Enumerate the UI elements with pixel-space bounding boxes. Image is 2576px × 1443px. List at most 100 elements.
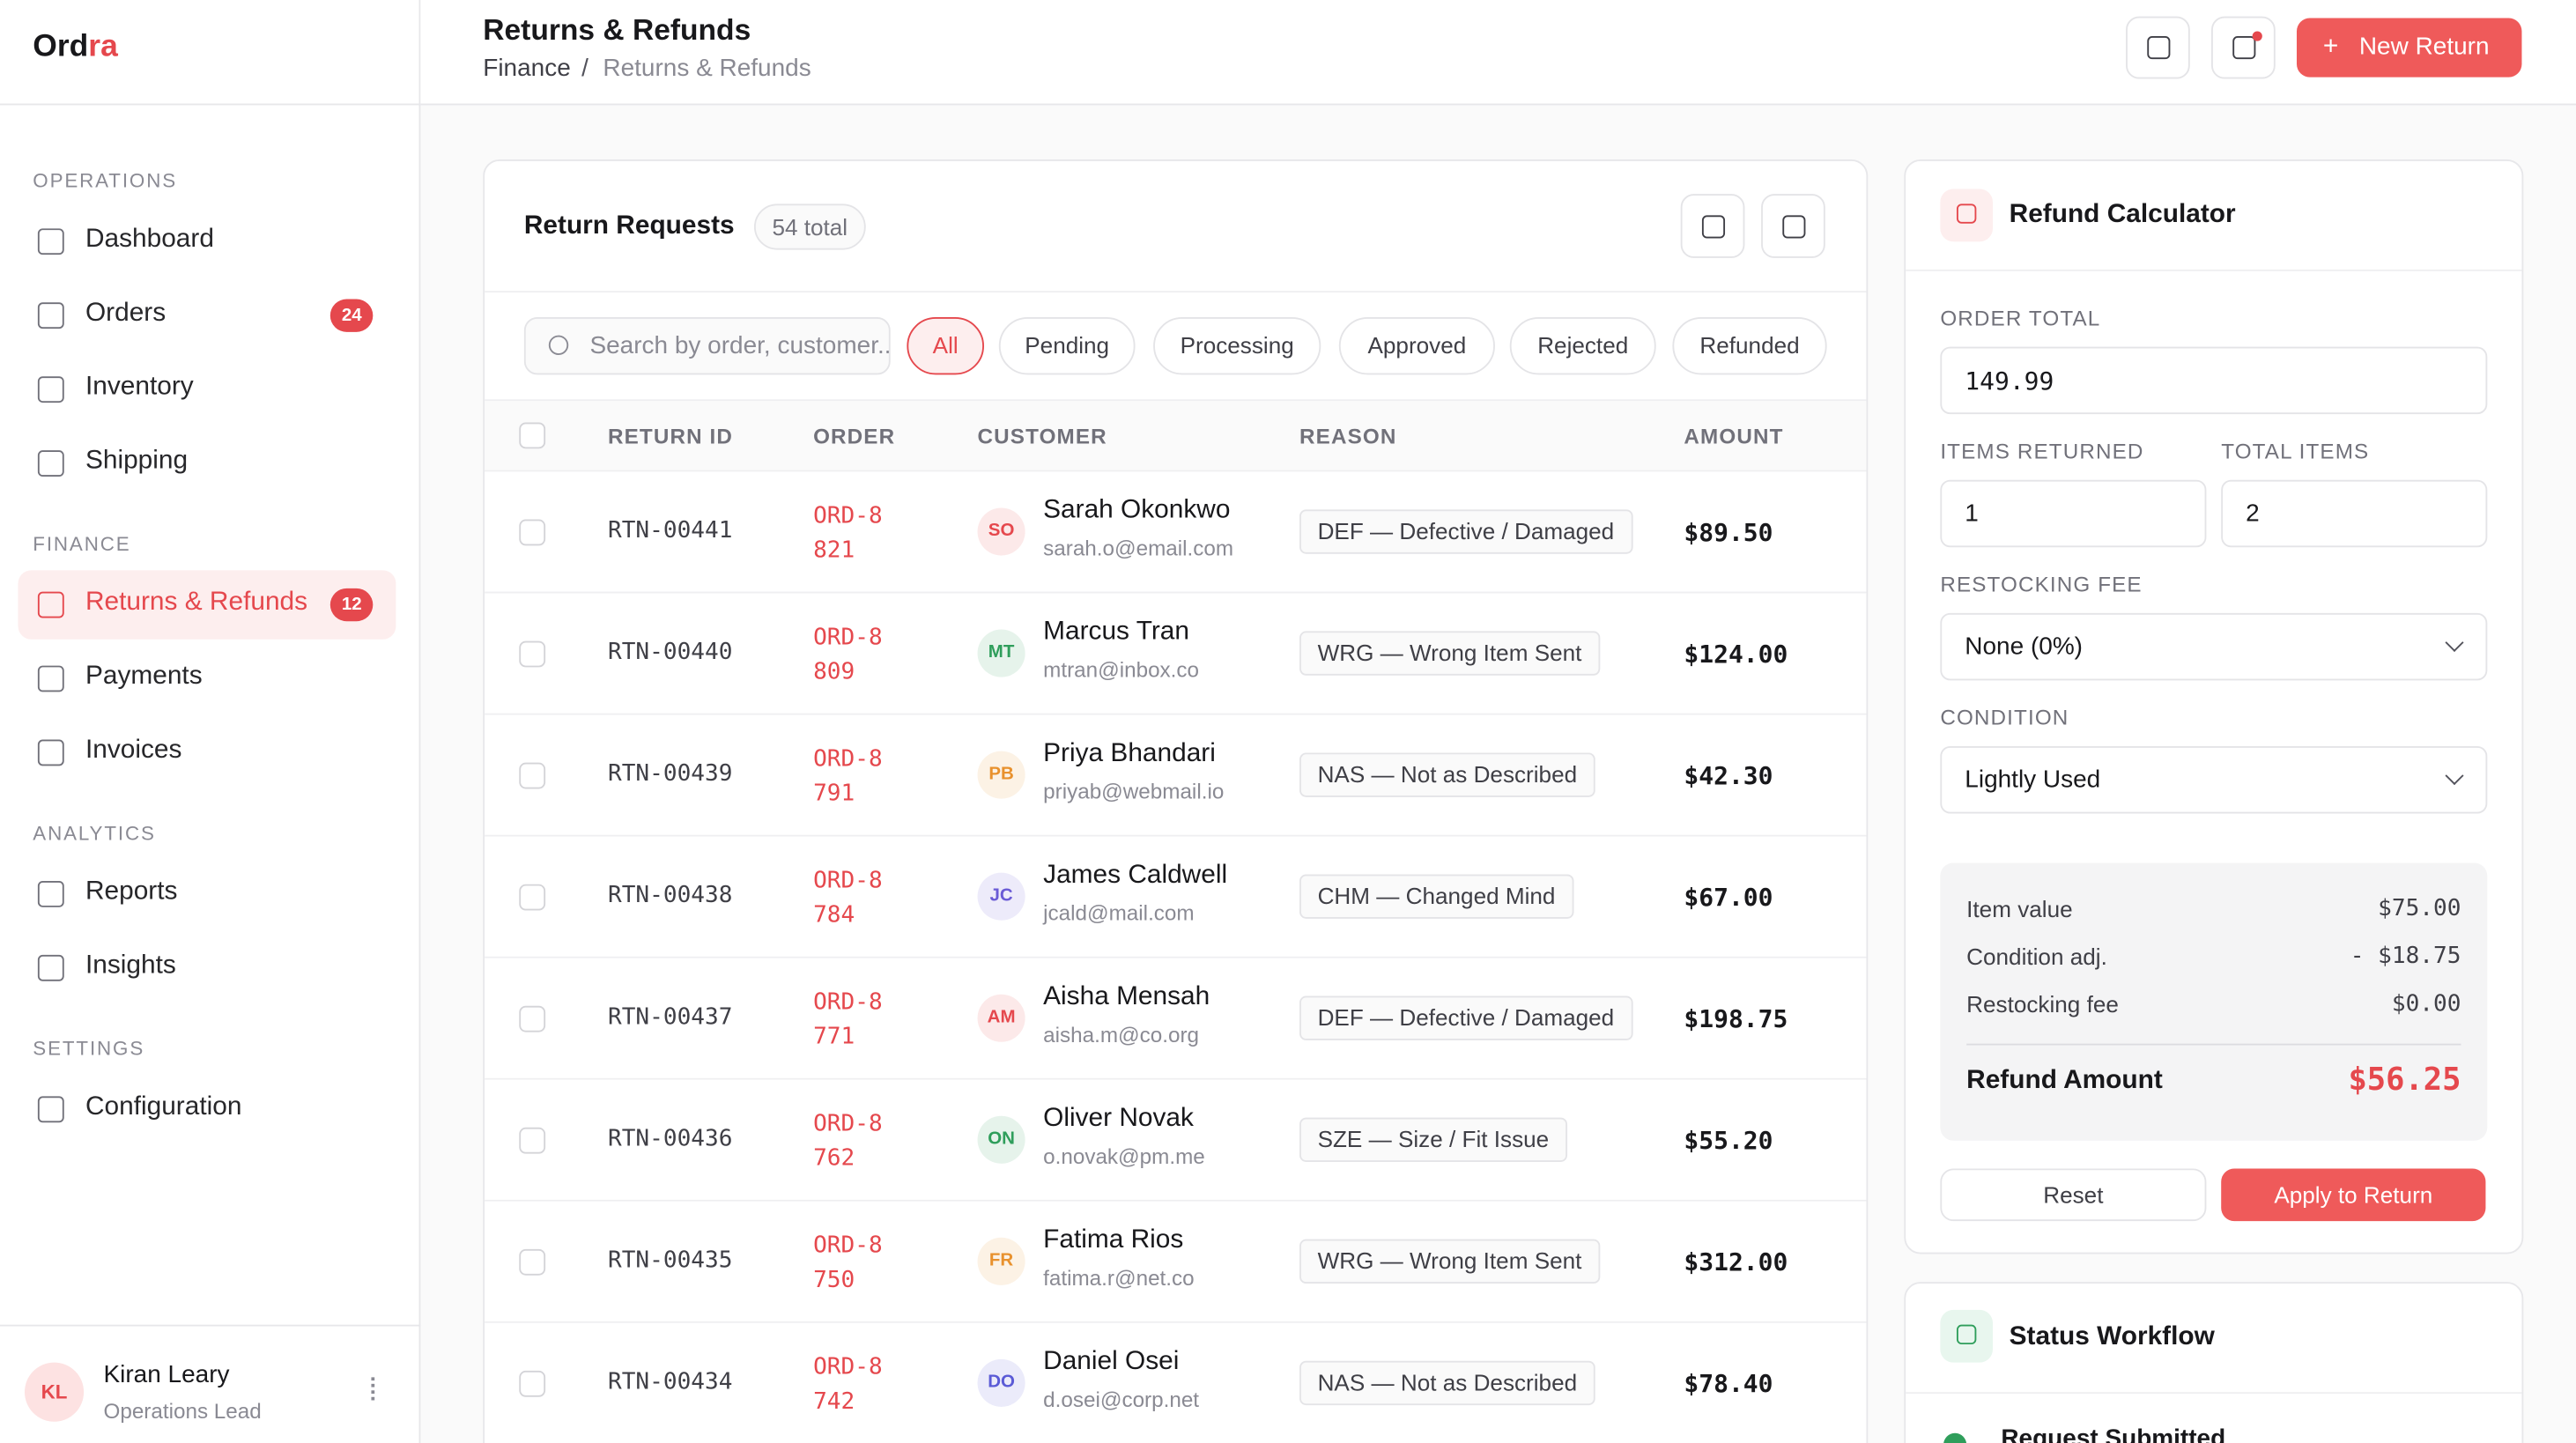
return-id[interactable]: RTN-00441 [607, 517, 733, 544]
page-title: Returns & Refunds [483, 12, 751, 47]
return-id[interactable]: RTN-00438 [607, 882, 733, 909]
filter-chip[interactable]: Approved [1338, 317, 1495, 375]
table-row[interactable]: RTN-00437 ORD-8771 AM Aisha Mensah aisha.m@c… [485, 958, 1867, 1080]
table-row[interactable]: RTN-00434 ORD-8742 DO Daniel Osei d.osei@cor… [485, 1322, 1867, 1443]
new-return-label: New Return [2358, 33, 2490, 62]
order-link[interactable]: ORD-8784 [813, 868, 883, 929]
customer-name: James Caldwell [1043, 861, 1228, 890]
apply-button[interactable]: Apply to Return [2221, 1168, 2486, 1222]
nav-item[interactable]: Configuration [19, 1075, 396, 1143]
new-return-button[interactable]: + New Return [2296, 18, 2522, 78]
nav-item[interactable]: Orders 24 [19, 281, 396, 350]
nav-item[interactable]: Invoices [19, 718, 396, 787]
filter-chip[interactable]: Refunded [1672, 317, 1827, 375]
table-row[interactable]: RTN-00435 ORD-8750 FR Fatima Rios fatima.r@n… [485, 1201, 1867, 1323]
icon [37, 954, 64, 981]
order-link[interactable]: ORD-8791 [813, 745, 883, 808]
view-button[interactable] [1761, 194, 1825, 258]
row-checkbox[interactable] [519, 519, 546, 546]
order-link[interactable]: ORD-8762 [813, 1111, 883, 1173]
return-id[interactable]: RTN-00440 [607, 639, 733, 666]
table-row[interactable]: RTN-00440 ORD-8809 MT Marcus Tran mtran@inbo… [485, 593, 1867, 715]
order-link[interactable]: ORD-8809 [813, 624, 883, 685]
select-all-checkbox[interactable] [519, 422, 546, 449]
nav-item[interactable]: Inventory [19, 355, 396, 424]
step-label: Request Submitted [2001, 1424, 2226, 1443]
filter-chip[interactable]: All [907, 317, 985, 375]
row-checkbox[interactable] [519, 640, 546, 668]
order-link[interactable]: ORD-8750 [813, 1232, 883, 1294]
download-button[interactable] [2126, 16, 2190, 79]
row-checkbox[interactable] [519, 1127, 546, 1154]
items-returned-input[interactable]: 1 [1940, 479, 2207, 548]
customer-email: fatima.r@net.co [1043, 1265, 1195, 1291]
logo-a: Ord [33, 29, 89, 64]
total-items-input[interactable]: 2 [2221, 479, 2488, 548]
column-header[interactable]: ORDER [813, 424, 896, 449]
nav-item[interactable]: Insights [19, 934, 396, 1003]
breadcrumb-1[interactable]: Finance [483, 54, 571, 83]
customer-name: Marcus Tran [1043, 618, 1189, 647]
customer-avatar: JC [977, 872, 1025, 921]
field-label: RESTOCKING FEE [1940, 572, 2143, 597]
reset-button[interactable]: Reset [1940, 1168, 2207, 1222]
nav-label: Invoices [85, 736, 182, 765]
summary-label: Restocking fee [1966, 990, 2119, 1018]
calc-title: Refund Calculator [2009, 200, 2236, 229]
column-header[interactable]: RETURN ID [607, 424, 734, 449]
user-name: Kiran Leary [103, 1360, 230, 1389]
return-id[interactable]: RTN-00436 [607, 1125, 733, 1152]
filter-chip[interactable]: Rejected [1509, 317, 1656, 375]
table-header [485, 401, 1867, 472]
order-total-input[interactable]: 149.99 [1940, 346, 2488, 415]
menu-dots[interactable] [371, 1377, 377, 1401]
row-checkbox[interactable] [519, 762, 546, 789]
column-header[interactable]: AMOUNT [1684, 424, 1784, 449]
order-link[interactable]: ORD-8821 [813, 502, 883, 564]
table-row[interactable]: RTN-00441 ORD-8821 SO Sarah Okonkwo sarah.o@… [485, 471, 1867, 594]
row-checkbox[interactable] [519, 1005, 546, 1032]
filter-button[interactable] [1680, 194, 1745, 258]
table-row[interactable]: RTN-00438 ORD-8784 JC James Caldwell jcald@m… [485, 836, 1867, 958]
filter-chip[interactable]: Processing [1153, 317, 1321, 375]
customer-email: o.novak@pm.me [1043, 1143, 1205, 1169]
section-label: SETTINGS [33, 1037, 145, 1061]
divider [0, 1324, 421, 1327]
logo: Ordra [33, 30, 118, 66]
order-link[interactable]: ORD-8771 [813, 989, 883, 1051]
row-checkbox[interactable] [519, 1370, 546, 1397]
nav-item[interactable]: Reports [19, 860, 396, 929]
notification-button[interactable] [2211, 16, 2276, 79]
row-checkbox[interactable] [519, 1248, 546, 1276]
refund-value: $56.25 [2348, 1062, 2461, 1099]
return-id[interactable]: RTN-00439 [607, 760, 733, 788]
row-checkbox[interactable] [519, 884, 546, 911]
nav-item[interactable]: Shipping [19, 429, 396, 498]
filter-chip[interactable]: Pending [998, 317, 1136, 375]
nav-label: Shipping [85, 447, 189, 476]
logo-b: ra [88, 29, 118, 64]
nav-item[interactable]: Dashboard [19, 207, 396, 276]
table-row[interactable]: RTN-00436 ORD-8762 ON Oliver Novak o.novak@p… [485, 1079, 1867, 1202]
return-id[interactable]: RTN-00435 [607, 1247, 733, 1274]
icon [2232, 36, 2256, 60]
reason-badge: DEF — Defective / Damaged [1299, 995, 1632, 1040]
nav-item[interactable]: Returns & Refunds 12 [18, 570, 396, 640]
restocking-select[interactable]: None (0%) [1940, 612, 2488, 681]
icon [37, 665, 64, 692]
summary-value: - $18.75 [2350, 943, 2461, 970]
search-input[interactable]: Search by order, customer... [523, 317, 891, 375]
column-header[interactable]: REASON [1299, 424, 1397, 449]
customer-avatar: SO [977, 507, 1025, 556]
field-value: 149.99 [1965, 366, 2054, 396]
table-row[interactable]: RTN-00439 ORD-8791 PB Priya Bhandari priyab@… [485, 714, 1867, 837]
nav-item[interactable]: Payments [19, 644, 396, 713]
condition-select[interactable]: Lightly Used [1940, 745, 2488, 814]
nav-label: Returns & Refunds [85, 588, 308, 617]
order-link[interactable]: ORD-8742 [813, 1354, 883, 1416]
icon [37, 880, 64, 907]
calc-icon [1940, 189, 1994, 242]
return-id[interactable]: RTN-00434 [607, 1369, 733, 1395]
return-id[interactable]: RTN-00437 [607, 1003, 733, 1031]
